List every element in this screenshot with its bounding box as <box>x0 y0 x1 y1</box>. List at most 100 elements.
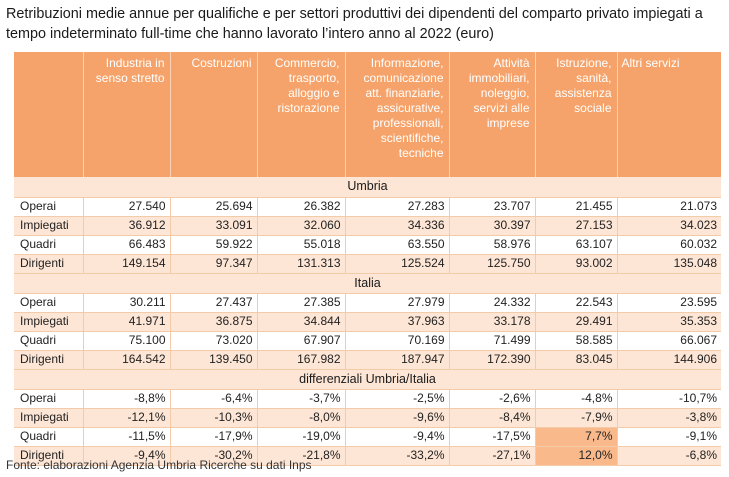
table-cell: 71.499 <box>448 331 535 351</box>
table-row: Impiegati -12,1% -10,3% -8,0% -9,6% -8,4% -7,9… <box>14 408 721 428</box>
table-row: Quadri 75.100 73.020 67.907 70.169 71.499 58.5… <box>14 331 721 351</box>
table-cell: 24.332 <box>448 293 535 313</box>
table-cell: -12,1% <box>82 408 170 428</box>
table-cell: 55.018 <box>256 235 345 255</box>
table-cell: 70.169 <box>344 331 449 351</box>
table-cell: 34.336 <box>344 216 449 236</box>
table-cell: 26.382 <box>256 197 345 217</box>
table-cell: -2,5% <box>344 389 449 409</box>
table-row: Impiegati 41.971 36.875 34.844 37.963 33.178 2… <box>14 312 721 332</box>
table-cell: 83.045 <box>534 350 617 370</box>
column-header-informazione: Informazione, comunicazione att. finanzi… <box>344 52 449 177</box>
table-cell: 21.455 <box>534 197 617 217</box>
column-header-label <box>14 52 83 177</box>
table-cell: 27.153 <box>534 216 617 236</box>
table-cell: 21.073 <box>616 197 721 217</box>
table-cell: -7,9% <box>534 408 617 428</box>
source-note: Fonte: elaborazioni Agenzia Umbria Ricer… <box>6 458 312 472</box>
table-cell: 30.397 <box>448 216 535 236</box>
table-row: Dirigenti 164.542 139.450 167.982 187.947 172… <box>14 350 721 370</box>
table-cell: -3,7% <box>256 389 345 409</box>
table-row: Operai 30.211 27.437 27.385 27.979 24.332 22.5… <box>14 293 721 313</box>
row-label: Quadri <box>14 331 83 351</box>
table-cell: -9,6% <box>344 408 449 428</box>
table-cell: 27.540 <box>82 197 170 217</box>
section-header-row: Umbria <box>14 177 721 198</box>
table-cell: 34.023 <box>616 216 721 236</box>
table-cell: -10,3% <box>169 408 257 428</box>
table-body: Umbria Operai 27.540 25.694 26.382 27.283 23.7… <box>14 177 721 466</box>
table-cell: -9,1% <box>616 427 721 447</box>
table-cell: 12,0% <box>534 446 617 466</box>
table-cell: -21,8% <box>256 446 345 466</box>
table-cell: -8,0% <box>256 408 345 428</box>
table-row: Operai 27.540 25.694 26.382 27.283 23.707 21.4… <box>14 197 721 217</box>
table-cell: 97.347 <box>169 254 257 274</box>
table-cell: 135.048 <box>616 254 721 274</box>
table-cell: 93.002 <box>534 254 617 274</box>
table-cell: -30,2% <box>169 446 257 466</box>
row-label: Impiegati <box>14 216 83 236</box>
table-cell: 66.067 <box>616 331 721 351</box>
table-cell: 149.154 <box>82 254 170 274</box>
table-cell: 63.550 <box>344 235 449 255</box>
table-cell: 34.844 <box>256 312 345 332</box>
row-label: Dirigenti <box>14 350 83 370</box>
table-cell: 125.524 <box>344 254 449 274</box>
table-cell: 27.437 <box>169 293 257 313</box>
table-cell: 33.178 <box>448 312 535 332</box>
table-cell: -6,4% <box>169 389 257 409</box>
table-cell: -19,0% <box>256 427 345 447</box>
table-row: Quadri -11,5% -17,9% -19,0% -9,4% -17,5% 7,7% -… <box>14 427 721 447</box>
salary-table: Industria in senso stretto Costruzioni C… <box>14 52 721 466</box>
table-cell: 75.100 <box>82 331 170 351</box>
table-row: Dirigenti -9,4% -30,2% -21,8% -33,2% -27,1% 12… <box>14 446 721 466</box>
table-cell: 60.032 <box>616 235 721 255</box>
column-header-costruzioni: Costruzioni <box>169 52 257 177</box>
table-cell: -8,8% <box>82 389 170 409</box>
table-cell: 66.483 <box>82 235 170 255</box>
table-row: Dirigenti 149.154 97.347 131.313 125.524 125.… <box>14 254 721 274</box>
table-cell: 172.390 <box>448 350 535 370</box>
table-cell: 23.707 <box>448 197 535 217</box>
table-cell: 58.976 <box>448 235 535 255</box>
table-cell: -6,8% <box>616 446 721 466</box>
section-label: Italia <box>14 273 721 294</box>
table-cell: 125.750 <box>448 254 535 274</box>
table-cell: 29.491 <box>534 312 617 332</box>
table-row: Impiegati 36.912 33.091 32.060 34.336 30.397 2… <box>14 216 721 236</box>
section-label: Umbria <box>14 177 721 198</box>
column-header-attivita-immobiliari: Attività immobiliari, noleggio, servizi … <box>448 52 535 177</box>
page-title: Retribuzioni medie annue per qualifiche … <box>6 6 703 42</box>
section-header-row: Italia <box>14 273 721 294</box>
table-cell: 33.091 <box>169 216 257 236</box>
column-header-istruzione: Istruzione, sanità, assistenza sociale <box>534 52 617 177</box>
table-cell: -10,7% <box>616 389 721 409</box>
table-cell: 22.543 <box>534 293 617 313</box>
table-cell: -11,5% <box>82 427 170 447</box>
section-label: differenziali Umbria/Italia <box>14 369 721 390</box>
table-cell: 27.385 <box>256 293 345 313</box>
table-cell: 67.907 <box>256 331 345 351</box>
table-cell: -3,8% <box>616 408 721 428</box>
row-label: Dirigenti <box>14 446 83 466</box>
table-cell: -33,2% <box>344 446 449 466</box>
table-cell: -27,1% <box>448 446 535 466</box>
table-row: Quadri 66.483 59.922 55.018 63.550 58.976 63.1… <box>14 235 721 255</box>
table-cell: -17,9% <box>169 427 257 447</box>
column-header-commercio: Commercio, trasporto, alloggio e ristora… <box>256 52 345 177</box>
table-cell: 25.694 <box>169 197 257 217</box>
table-row: Operai -8,8% -6,4% -3,7% -2,5% -2,6% -4,8% -10,… <box>14 389 721 409</box>
table-cell: 36.912 <box>82 216 170 236</box>
table-cell: 23.595 <box>616 293 721 313</box>
table-cell: 35.353 <box>616 312 721 332</box>
table-cell: 164.542 <box>82 350 170 370</box>
table-header-row: Industria in senso stretto Costruzioni C… <box>14 52 721 177</box>
row-label: Operai <box>14 389 83 409</box>
row-label: Operai <box>14 293 83 313</box>
table-cell: 131.313 <box>256 254 345 274</box>
table-cell: 30.211 <box>82 293 170 313</box>
table-cell: 27.979 <box>344 293 449 313</box>
table-cell: 167.982 <box>256 350 345 370</box>
table-cell: -4,8% <box>534 389 617 409</box>
